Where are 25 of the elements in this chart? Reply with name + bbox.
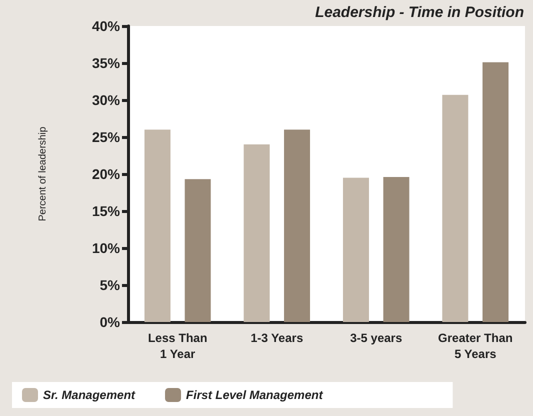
x-tick-label: 3-5 years [350,331,402,345]
y-tick-label: 5% [100,277,121,293]
y-tick-label: 20% [92,166,121,182]
bar [144,130,170,322]
legend-label: First Level Management [186,388,324,402]
chart-title: Leadership - Time in Position [315,4,524,21]
bar [342,178,369,322]
y-tick-label: 0% [100,314,121,330]
y-tick-label: 10% [92,240,121,256]
x-tick-label: 1-3 Years [250,331,304,345]
y-tick-label: 30% [92,92,121,108]
bar [184,179,211,322]
bar [284,130,310,322]
x-tick-label: Greater Than 5 Years [438,331,513,361]
bar [482,62,509,322]
y-tick-label: 15% [92,203,121,219]
legend-label: Sr. Management [43,388,136,402]
x-tick-label: Less Than 1 Year [148,331,208,361]
y-axis-title: Percent of leadership [38,126,48,222]
y-tick-label: 25% [92,129,121,145]
bar [383,176,410,322]
y-tick-label: 40% [92,18,121,34]
bar [244,144,270,322]
bar [442,94,468,322]
y-tick-label: 35% [92,55,121,71]
